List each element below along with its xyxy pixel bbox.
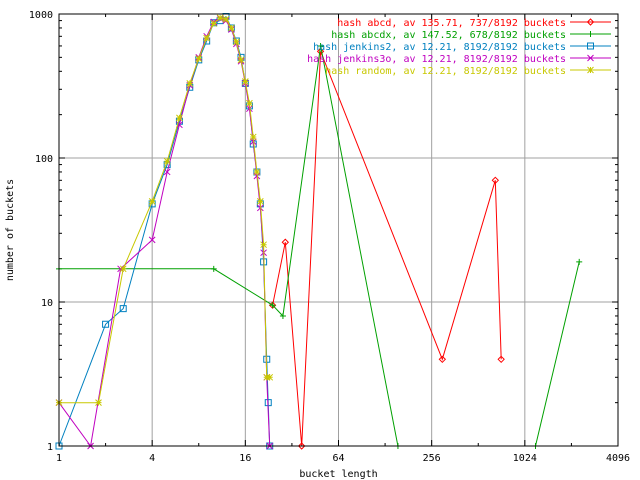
plot-frame [58, 13, 619, 447]
data-point [216, 14, 224, 22]
data-point [102, 320, 110, 328]
x-tick-label: 16 [239, 453, 251, 464]
data-point [119, 265, 127, 273]
legend-label: hash abcdx, av 147.52, 678/8192 buckets [331, 30, 566, 41]
data-point [237, 56, 245, 64]
data-point [266, 442, 274, 450]
legend-label: hash abcd, av 135.71, 737/8192 buckets [337, 18, 566, 29]
series-line [58, 15, 271, 447]
data-point [163, 168, 171, 176]
data-point [227, 24, 235, 32]
x-tick-label: 1 [56, 453, 62, 464]
data-point [266, 373, 274, 381]
y-tick-label: 100 [35, 154, 53, 165]
legend-swatch-marker [587, 66, 594, 74]
data-point [210, 20, 218, 27]
series-2 [56, 42, 583, 449]
data-point [210, 265, 217, 272]
data-point [576, 258, 583, 265]
series-4 [55, 15, 274, 450]
data-point [249, 133, 257, 141]
grid-lines [59, 14, 618, 446]
data-point [491, 176, 500, 185]
data-point [256, 197, 264, 205]
data-point [203, 34, 211, 42]
data-point [264, 399, 272, 407]
x-tick-label: 4 [149, 453, 155, 464]
data-point [55, 442, 63, 450]
series-line [59, 17, 270, 404]
data-point [232, 37, 240, 45]
data-point [269, 302, 276, 309]
data-point [297, 442, 306, 450]
data-point [438, 355, 447, 364]
series-line [272, 51, 502, 447]
data-point [253, 168, 261, 176]
x-tick-label: 4096 [606, 453, 630, 464]
series-3 [55, 13, 274, 450]
data-point [163, 157, 171, 165]
legend-label: hash jenkins3o, av 12.21, 8192/8192 buck… [307, 54, 566, 65]
series-layer [55, 13, 583, 450]
data-point [210, 19, 218, 27]
y-tick-label: 1 [47, 442, 53, 453]
data-point [279, 312, 286, 319]
x-tick-label: 64 [332, 453, 344, 464]
y-axis-label: number of buckets [5, 179, 16, 281]
series-line [59, 45, 580, 447]
data-point [263, 355, 271, 363]
data-point [148, 197, 156, 205]
data-point [260, 241, 267, 249]
y-tick-label: 1000 [29, 10, 53, 21]
axis-ticks: 1 4 16 64 256 1024 4096 1 10 100 1000 [29, 10, 630, 464]
data-point [241, 78, 249, 85]
legend-label: hash jenkins2, av 12.21, 8192/8192 bucke… [313, 42, 566, 53]
x-tick-label: 1024 [513, 453, 537, 464]
y-tick-label: 10 [41, 298, 53, 309]
x-axis-label: bucket length [299, 469, 377, 480]
series-1 [268, 47, 505, 450]
data-point [176, 114, 183, 122]
data-point [317, 42, 324, 49]
data-point [246, 99, 253, 107]
data-point [246, 105, 253, 113]
x-tick-label: 256 [423, 453, 441, 464]
data-point [233, 38, 240, 46]
data-point [195, 55, 203, 62]
legend: hash abcd, av 135.71, 737/8192 bucketsha… [307, 18, 611, 77]
data-point [186, 79, 194, 87]
data-point [281, 238, 290, 246]
data-point [260, 258, 268, 266]
legend-swatch-marker [587, 42, 594, 50]
data-point [253, 168, 261, 176]
series-5 [55, 14, 274, 407]
data-point [222, 15, 230, 23]
series-line [58, 17, 271, 448]
data-point [497, 355, 505, 364]
legend-swatch-marker [587, 31, 594, 37]
data-point [95, 399, 102, 407]
legend-label: hash random, av 12.21, 8192/8192 buckets [325, 66, 566, 77]
data-point [148, 236, 156, 244]
data-point [316, 47, 325, 56]
legend-swatch-marker [586, 18, 595, 26]
data-point [119, 305, 127, 313]
data-point [176, 121, 183, 129]
legend-swatch-marker [587, 54, 594, 62]
data-point [228, 24, 235, 32]
